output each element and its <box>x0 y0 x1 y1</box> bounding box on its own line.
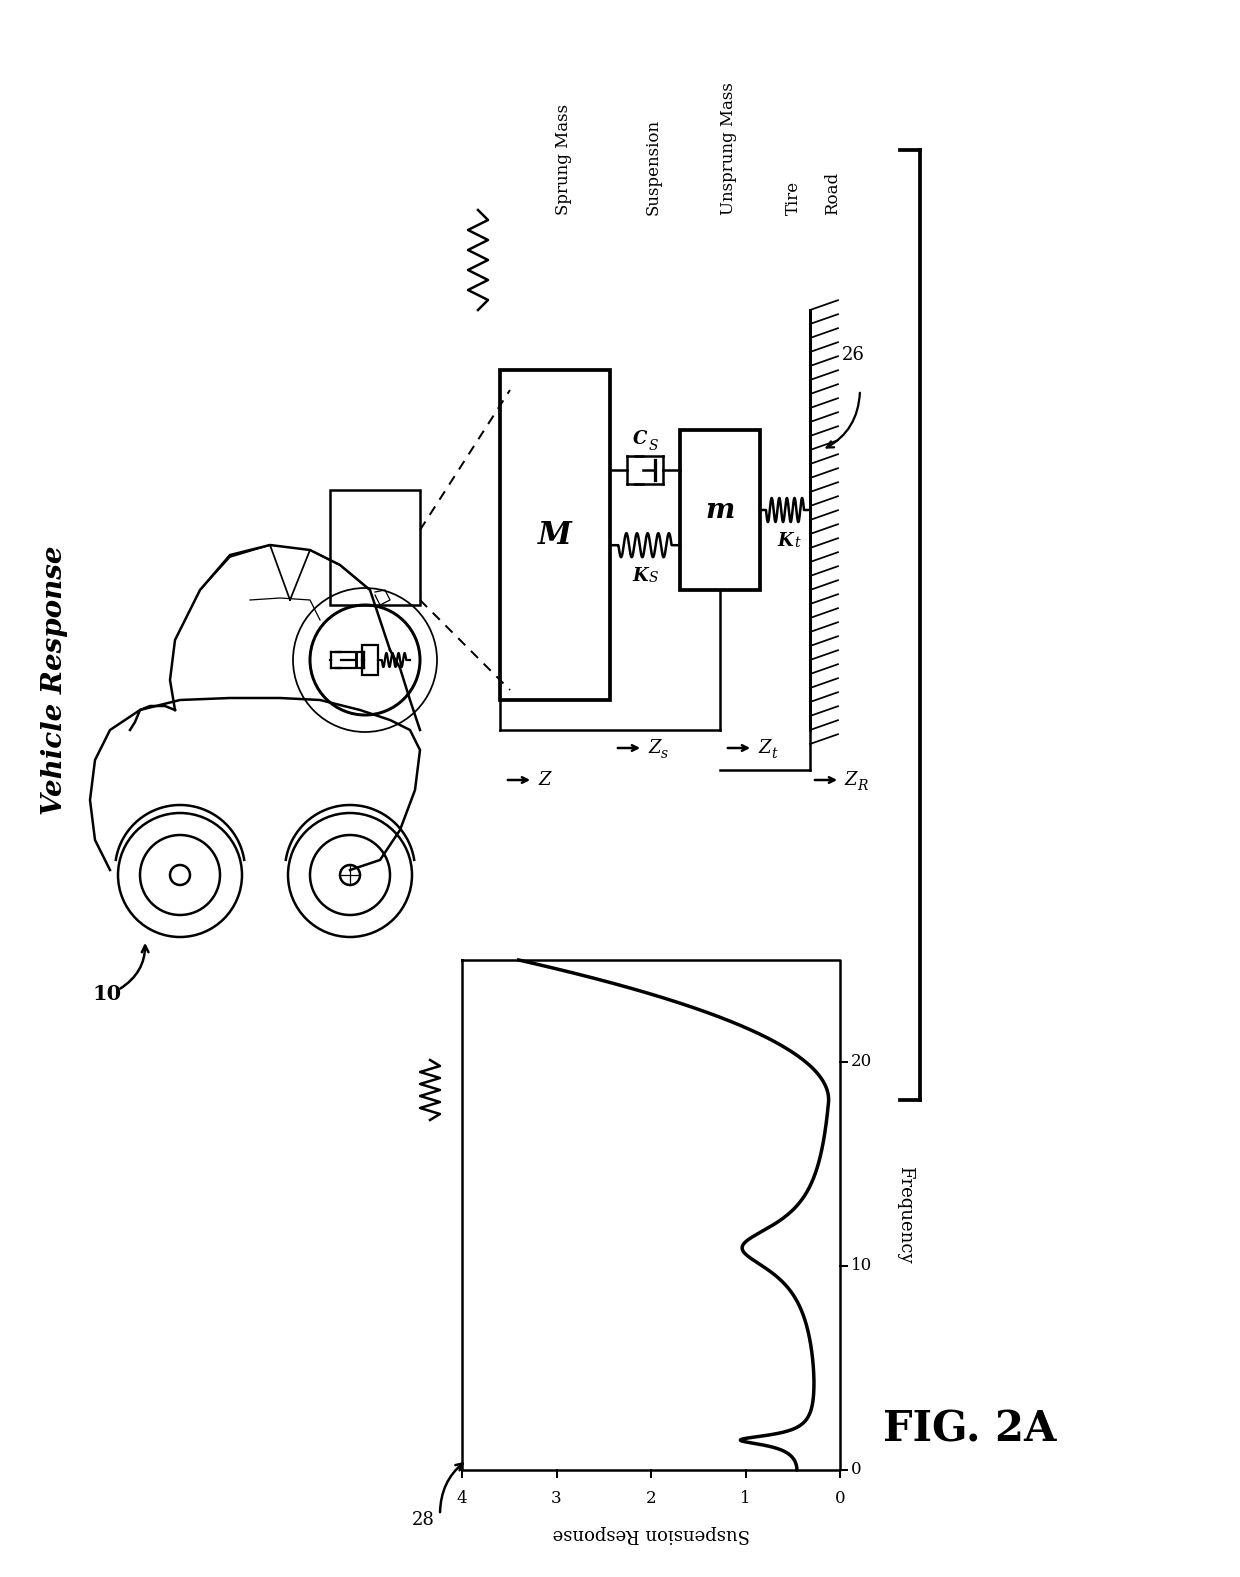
Text: 20: 20 <box>851 1053 872 1071</box>
Text: FIG. 2A: FIG. 2A <box>883 1408 1056 1451</box>
Text: s: s <box>661 747 668 762</box>
Text: 10: 10 <box>851 1257 872 1274</box>
Text: Vehicle Response: Vehicle Response <box>41 546 68 815</box>
Text: Suspension Response: Suspension Response <box>552 1525 750 1542</box>
Text: Z: Z <box>538 771 551 788</box>
Text: 2: 2 <box>646 1490 656 1508</box>
Bar <box>362 645 378 675</box>
Text: 26: 26 <box>842 345 864 364</box>
Text: S: S <box>649 438 658 453</box>
Bar <box>500 371 610 700</box>
Text: K: K <box>632 568 647 585</box>
Text: M: M <box>538 519 572 550</box>
Text: Unsprung Mass: Unsprung Mass <box>720 82 737 214</box>
Text: Z: Z <box>844 771 857 788</box>
Text: S: S <box>649 571 658 585</box>
Text: 4: 4 <box>456 1490 467 1508</box>
Text: K: K <box>777 531 792 550</box>
Text: Tire: Tire <box>785 181 802 214</box>
Text: 28: 28 <box>412 1511 435 1530</box>
Text: 0: 0 <box>851 1462 862 1479</box>
Text: t: t <box>771 747 776 762</box>
Text: 0: 0 <box>835 1490 846 1508</box>
Text: Z: Z <box>649 740 661 757</box>
Text: Z: Z <box>758 740 770 757</box>
Text: 10: 10 <box>92 984 122 1005</box>
Text: R: R <box>857 779 868 793</box>
Bar <box>330 490 420 606</box>
Text: t: t <box>794 536 800 550</box>
Text: Suspension: Suspension <box>645 118 662 214</box>
Text: Sprung Mass: Sprung Mass <box>556 104 572 214</box>
Text: C: C <box>632 431 647 448</box>
Bar <box>680 431 760 590</box>
Text: 1: 1 <box>740 1490 750 1508</box>
Text: m: m <box>706 497 734 524</box>
Text: 3: 3 <box>552 1490 562 1508</box>
Text: Road: Road <box>825 172 841 214</box>
Text: Frequency: Frequency <box>897 1165 914 1263</box>
